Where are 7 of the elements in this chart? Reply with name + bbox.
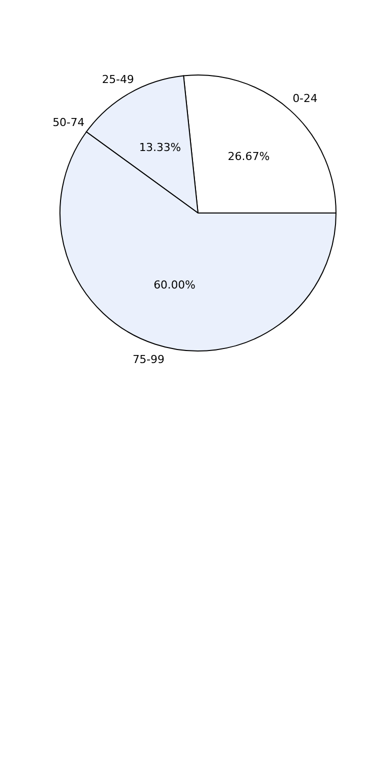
slice-label: 0-24 [292, 92, 318, 106]
slice-label: 25-49 [102, 73, 134, 86]
data-label: 60.00% [154, 278, 196, 292]
slice-label: 75-99 [132, 352, 165, 366]
data-label: 13.33% [139, 140, 182, 154]
data-label: 26.67% [228, 150, 270, 164]
category-label: 50-74 [52, 116, 85, 129]
